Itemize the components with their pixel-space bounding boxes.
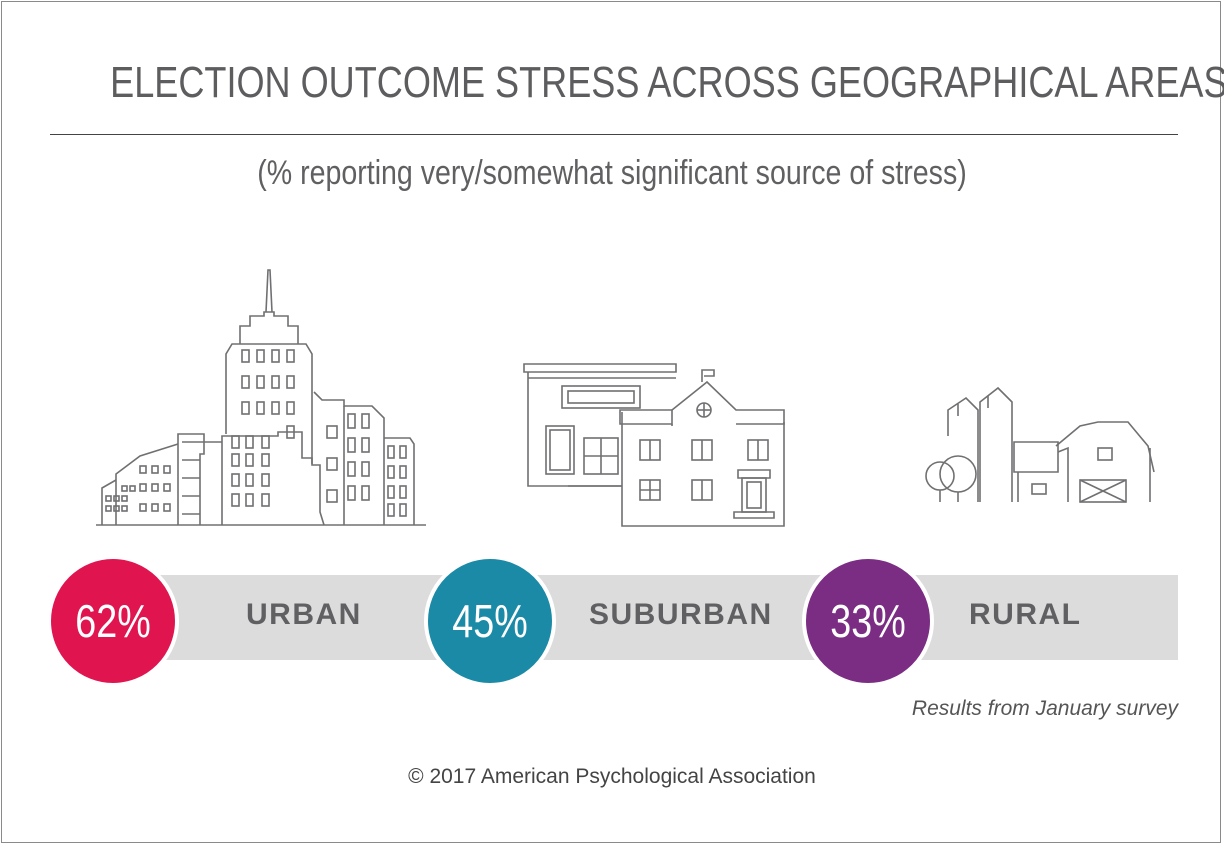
suburban-value-badge: 45% — [424, 555, 556, 687]
title-divider — [50, 134, 1178, 135]
city-skyline-icon — [96, 269, 426, 526]
chart-subtitle: (% reporting very/somewhat significant s… — [257, 154, 967, 192]
copyright: © 2017 American Psychological Associatio… — [408, 765, 816, 788]
urban-category-label: URBAN — [246, 598, 362, 631]
suburban-value-label: 45% — [452, 595, 528, 647]
chart-title: ELECTION OUTCOME STRESS ACROSS GEOGRAPHI… — [110, 58, 1224, 107]
suburban-category-label: SUBURBAN — [589, 598, 773, 631]
category-band — [120, 575, 1178, 660]
rural-farm-icon — [925, 386, 1155, 503]
urban-value-label: 62% — [75, 595, 151, 647]
footnote: Results from January survey — [911, 697, 1178, 720]
rural-value-badge: 33% — [802, 555, 934, 687]
rural-category-label: RURAL — [969, 598, 1082, 631]
suburban-houses-icon — [523, 363, 785, 527]
rural-value-label: 33% — [830, 595, 906, 647]
urban-value-badge: 62% — [47, 555, 179, 687]
